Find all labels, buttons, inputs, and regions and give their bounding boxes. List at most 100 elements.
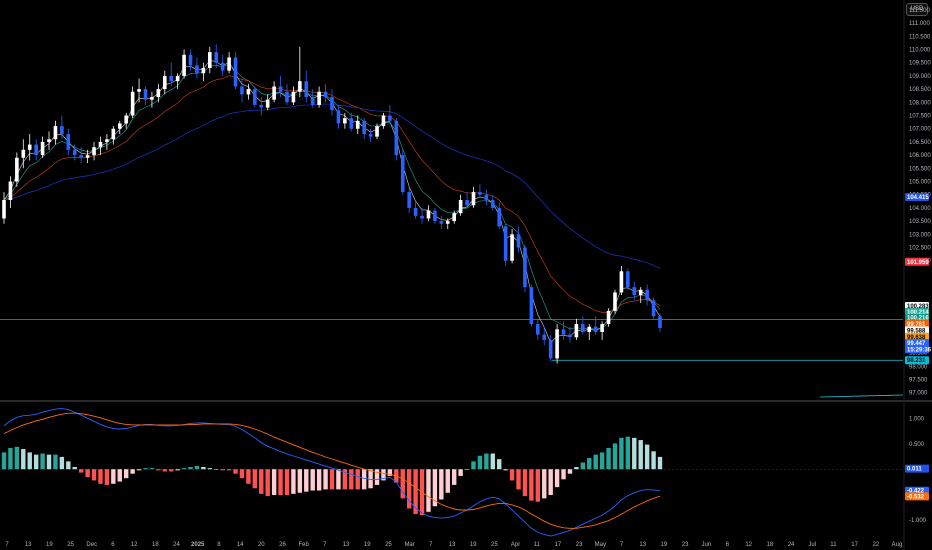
macd-histogram-bar (477, 455, 483, 470)
candle-body (561, 329, 566, 335)
price-tick-label: 98.500 (909, 351, 928, 357)
macd-histogram-bar (175, 469, 180, 471)
macd-histogram-bar (471, 461, 476, 470)
price-tag-label: 15:29:36 (907, 347, 932, 353)
time-tick-label: Feb (298, 542, 309, 548)
price-tick-label: 107.000 (909, 127, 931, 133)
candle-body (523, 247, 527, 288)
time-tick-label: 20 (258, 542, 265, 548)
time-axis: 7 13 19 25 Dec 6 12 18 24 2025 8 14 20 26 Feb 7 13 19 25 Ma… (5, 542, 902, 548)
candle-body (34, 144, 38, 156)
macd-histogram-bar (445, 469, 450, 493)
macd-histogram-bar (181, 468, 187, 470)
candle-body (130, 91, 135, 116)
macd-histogram-bar (657, 456, 663, 470)
candle-body (413, 207, 418, 216)
time-tick-label: 23 (576, 542, 583, 548)
macd-histogram-bar (342, 469, 348, 490)
macd-histogram-bar (136, 469, 142, 471)
macd-histogram-bar (439, 469, 444, 500)
time-tick-label: Aug (892, 542, 903, 548)
time-tick-label: 19 (364, 542, 371, 548)
price-tag-label: 104.415 (907, 195, 929, 201)
macd-histogram-bar (509, 469, 515, 481)
candle-body (317, 91, 321, 105)
price-tick-label: 107.500 (909, 114, 931, 120)
candle-body (632, 287, 637, 296)
time-tick-label: 11 (830, 542, 837, 548)
macd-histogram-bar (516, 469, 521, 490)
macd-histogram-bar (413, 469, 418, 515)
macd-histogram-bar (316, 469, 322, 491)
macd-histogram-bar (587, 458, 592, 470)
macd-histogram-bar (503, 469, 508, 471)
time-tick-label: Dec (86, 542, 97, 548)
candle-body (156, 89, 161, 98)
time-tick-label: 8 (217, 542, 221, 548)
macd-histogram-bar (21, 449, 26, 470)
candle-body (548, 339, 553, 359)
candle-body (375, 126, 379, 137)
macd-histogram-bar (619, 437, 624, 470)
time-tick-label: Mar (404, 542, 414, 548)
candle-body (79, 155, 83, 158)
candle-body (278, 86, 283, 92)
time-tick-label: 25 (385, 542, 392, 548)
candle-body (27, 144, 32, 150)
candle-body (272, 86, 276, 100)
macd-histogram-bar (271, 469, 277, 496)
candle-body (85, 155, 90, 158)
price-tag (905, 345, 929, 354)
macd-histogram-bar (214, 469, 219, 470)
candle-body (291, 91, 296, 103)
price-tag-label: 99.761 (907, 322, 926, 328)
candle-body (298, 81, 302, 92)
macd-histogram-bar (323, 469, 328, 490)
price-tick-label: 106.000 (909, 153, 931, 159)
candle-body (336, 110, 341, 124)
macd-histogram-bar (246, 469, 251, 484)
candle-body (458, 200, 463, 214)
macd-histogram-bar (542, 469, 547, 499)
macd-histogram-bar (651, 451, 656, 470)
time-tick-label: 26 (279, 542, 286, 548)
macd-histogram-bar (14, 446, 20, 470)
candle-body (2, 200, 6, 219)
macd-histogram-bar (265, 469, 270, 497)
time-tick-label: 11 (534, 542, 541, 548)
time-tick-label: 12 (131, 542, 138, 548)
candle-body (587, 326, 592, 332)
candle-body (420, 215, 424, 219)
macd-histogram-bar (111, 469, 116, 484)
candle-body (124, 115, 128, 124)
time-tick-label: 19 (46, 542, 53, 548)
macd-tag (905, 492, 929, 501)
currency-button[interactable]: USD (906, 3, 928, 16)
candle-body (626, 271, 630, 288)
macd-histogram-bar (406, 469, 412, 509)
time-tick-label: 13 (343, 542, 350, 548)
candle-body (40, 141, 45, 156)
time-tick-label: 24 (788, 542, 795, 548)
price-tag-label: 99.588 (907, 328, 926, 334)
macd-histogram-bar (484, 453, 489, 470)
candle-body (445, 221, 450, 224)
price-tag (905, 339, 929, 348)
horizontal-levels (0, 319, 904, 398)
macd-histogram-bar (91, 469, 97, 481)
candle-body (72, 149, 77, 156)
candle-body (47, 139, 51, 142)
macd-histogram-bar (458, 469, 463, 476)
candle-body (150, 97, 154, 100)
time-tick-label: 17 (851, 542, 858, 548)
time-tick-label: 19 (470, 542, 477, 548)
macd-histogram-bar (291, 469, 296, 494)
candle-body (8, 181, 13, 200)
macd-histogram-bar (207, 468, 213, 470)
macd-histogram-bar (567, 469, 573, 474)
time-tick-label: 24 (173, 542, 180, 548)
macd-histogram-bar (156, 469, 161, 471)
candle-body (240, 86, 244, 95)
time-tick-label: 19 (661, 542, 668, 548)
price-tick-label: 105.000 (909, 180, 931, 186)
